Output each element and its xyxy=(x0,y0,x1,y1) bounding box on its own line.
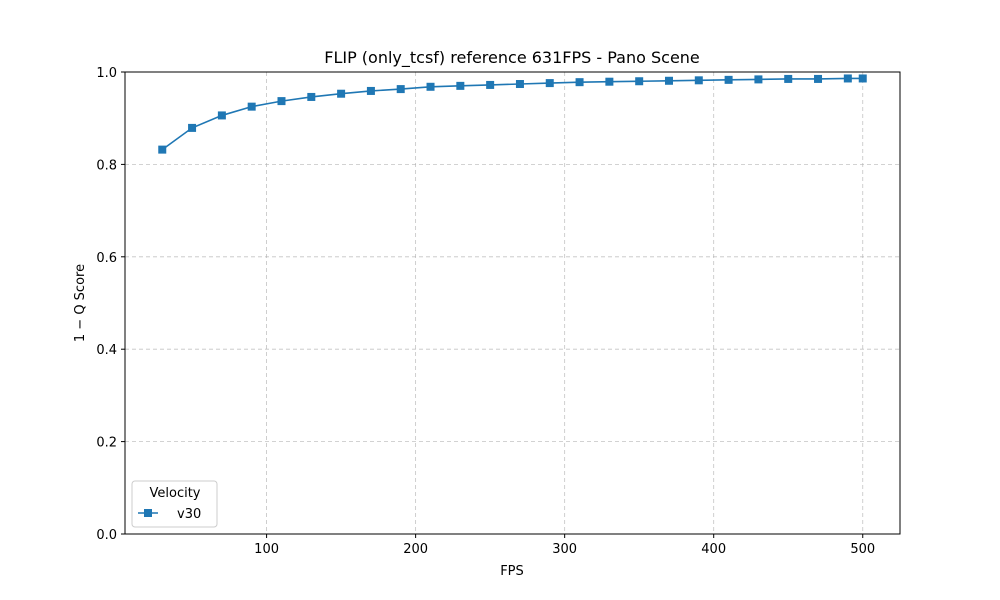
data-point-marker xyxy=(277,97,286,106)
data-point-marker xyxy=(366,86,375,95)
legend: Velocity v30 xyxy=(131,480,218,528)
x-tick-label: 500 xyxy=(850,542,875,557)
x-tick-label: 400 xyxy=(701,542,726,557)
data-point-marker xyxy=(247,102,256,111)
y-tick-label: 0.2 xyxy=(96,436,117,451)
y-tick-label: 0.0 xyxy=(96,528,117,543)
data-point-marker xyxy=(814,74,823,83)
legend-title: Velocity xyxy=(150,486,201,501)
series-layer xyxy=(158,74,867,154)
data-point-marker xyxy=(635,77,644,86)
data-point-marker xyxy=(694,76,703,85)
y-tick-label: 0.8 xyxy=(96,158,117,173)
axis-ticks: 100 200 300 400 500 0.0 0.2 0.4 0.6 0.8 1.0 xyxy=(96,66,875,557)
data-point-marker xyxy=(784,74,793,83)
y-tick-label: 0.6 xyxy=(96,251,117,266)
data-point-marker xyxy=(858,74,867,83)
data-point-marker xyxy=(396,85,405,94)
data-point-marker xyxy=(307,92,316,101)
x-axis-label: FPS xyxy=(500,564,524,579)
data-point-marker xyxy=(217,111,226,120)
legend-marker-icon xyxy=(144,509,152,517)
data-point-marker xyxy=(605,77,614,86)
y-tick-label: 1.0 xyxy=(96,66,117,81)
data-point-marker xyxy=(158,145,167,154)
plot-area-frame xyxy=(124,71,901,535)
data-point-marker xyxy=(545,79,554,88)
data-point-marker xyxy=(426,82,435,91)
data-point-marker xyxy=(664,76,673,85)
x-tick-label: 200 xyxy=(403,542,428,557)
data-point-marker xyxy=(486,80,495,89)
data-point-marker xyxy=(456,81,465,90)
data-point-marker xyxy=(337,89,346,98)
data-point-marker xyxy=(188,123,197,132)
legend-series-label: v30 xyxy=(177,507,201,522)
data-point-marker xyxy=(724,75,733,84)
x-tick-label: 300 xyxy=(552,542,577,557)
data-point-marker xyxy=(754,75,763,84)
y-axis-label: 1 − Q Score xyxy=(73,264,88,342)
legend-box xyxy=(131,480,218,528)
data-point-marker xyxy=(515,80,524,89)
x-tick-label: 100 xyxy=(254,542,279,557)
data-point-marker xyxy=(575,78,584,87)
data-point-marker xyxy=(843,74,852,83)
chart-title: FLIP (only_tcsf) reference 631FPS - Pano… xyxy=(324,48,700,68)
y-tick-label: 0.4 xyxy=(96,343,117,358)
